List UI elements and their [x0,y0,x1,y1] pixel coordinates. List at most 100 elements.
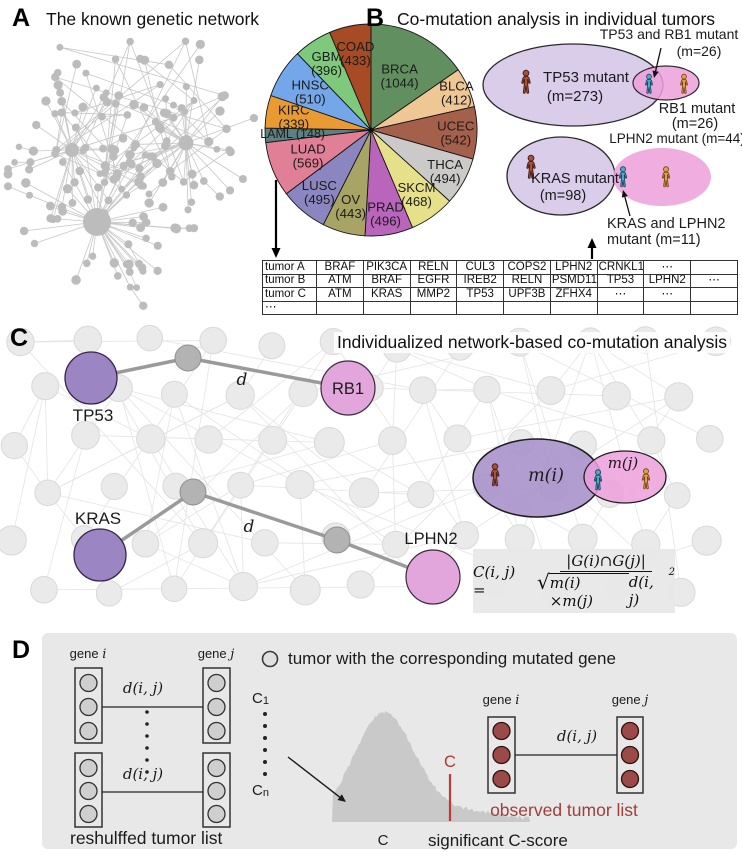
table-cell: tumor C [262,287,317,302]
tumor-circle [207,758,226,778]
person-icon [641,468,651,490]
pie-label-KIRC: KIRC (339) [278,102,310,131]
node-label-tp53: TP53 [72,406,114,425]
pie-label-LUAD: LUAD (569) [290,141,325,170]
table-row: tumor B ATM BRAF EGFR IREB2 RELN PSMD11 TP53 LPH… [262,273,738,289]
table-cell [456,300,505,316]
table-cell [503,300,551,316]
venn-bottom-overlap-label-2: mutant (m=11) [607,232,701,248]
table-cell: ZFHX4 [549,287,598,302]
gene-node-lphn2 [405,549,461,605]
table-row: tumor A BRAF PIK3CA RELN CUL3 COPS2 LPHN2 CRNKL… [262,260,738,275]
tumor-circle [207,804,226,824]
gene-word: gene [69,646,99,661]
tumor-circle [79,697,98,717]
gene-box [202,667,231,744]
pie-label-HNSC: HNSC (510) [292,77,330,106]
table-row: tumor C ATM KRAS MMP2 TP53 UPF3B ZFHX4 ⋯ ⋯ [262,287,738,302]
pie-label-BLCA: BLCA (412) [439,78,474,107]
table-cell [549,300,598,316]
reshuffled-caption: reshulffed tumor list [70,828,223,848]
pie-slice-COAD [329,23,372,131]
tumor-circle [79,673,98,693]
network-hub-node [178,135,194,151]
gene-word: gene [611,692,641,707]
gene-node-rb1 [320,360,376,416]
node-label-rb1: RB1 [331,380,365,398]
gene-i-label-reshuffled: gene i [70,646,107,662]
person-icon [526,154,536,179]
c1-sub: 1 [262,695,269,707]
table-cell: TP53 [456,287,505,302]
network-hub-node [65,143,79,157]
table-cell: CUL3 [456,260,505,275]
venn-top-right-count: (m=26) [671,116,719,132]
sqrt-radical: √ [537,570,550,594]
formula-fraction: |G(i)∩G(j)| √ m(i) ×m(j) d(i, j) 2 [537,552,675,610]
table-cell: ⋯ [690,273,738,289]
table-cell [362,300,411,316]
table-cell: LPHN2 [549,260,598,275]
table-cell: IREB2 [456,273,505,289]
panel-c-letter: C [10,324,29,352]
table-cell: ⋯ [643,260,692,275]
table-cell [409,300,458,316]
legend-tumor-circle [261,650,279,668]
person-icon [490,463,500,487]
person-icon [680,73,688,94]
panel-d-letter: D [12,636,31,664]
pie-label-THCA: THCA (494) [427,157,463,186]
table-cell: ATM [316,273,364,289]
table-cell: ⋯ [643,287,692,302]
tumor-circle [207,697,226,717]
pie-label-OV: OV (443) [335,192,366,221]
gene-node-kras [73,528,127,582]
pie-chart: BRCA (1044) BLCA (412) UCEC (542) THCA (494)SKC… [260,23,597,259]
table-cell [643,300,692,316]
panel-b-letter: B [366,4,385,32]
table-cell: COPS2 [503,260,551,275]
table-cell: PIK3CA [362,260,411,275]
table-cell: RELN [503,273,551,289]
panel-a-letter: A [12,4,31,32]
tumor-circle [79,721,98,741]
gene-j-label-reshuffled: gene j [198,646,235,662]
table-cell: BRAF [316,260,364,275]
table-cell: PSMD11 [549,273,598,289]
table-cell: RELN [409,260,458,275]
venn-lphn2-ellipse [613,148,711,206]
pie-label-GBM: GBM (396) [311,49,342,78]
venn-top-left-label: TP53 mutant [543,69,629,86]
mutated-tumor-circle [492,769,511,789]
table-cell: KRAS [362,287,411,302]
pie-label-SKCM: SKCM (468) [397,180,435,209]
c-axis-label: C [377,832,389,849]
gene-word: gene [197,646,227,661]
formula-numerator: |G(i)∩G(j)| [560,552,652,572]
venn-bottom-overlap-label-1: KRAS and LPHN2 [607,216,726,232]
table-cell [690,300,738,316]
table-cell: ATM [316,287,364,302]
venn-top-overlap-count: (m=26) [676,43,722,59]
table-cell [596,300,645,316]
person-icon [593,469,603,491]
i-var: i [515,693,520,708]
tumor-circle [207,673,226,693]
distance-label-2: d [243,517,255,537]
pie-slice-BRCA [370,23,459,131]
venn-top-right-label: RB1 mutant [658,101,736,117]
tumor-mutation-table: tumor A BRAF PIK3CA RELN CUL3 COPS2 LPHN2 CRNKL… [262,260,738,316]
table-cell: tumor B [262,273,317,289]
table-cell [690,287,738,302]
c-letter: C [252,690,263,707]
venn-top-left-count: (m=273) [546,88,604,105]
gene-box [74,752,103,828]
table-cell [690,260,738,275]
c-threshold-marker-label: C [444,753,456,771]
panel-b-title: Co-mutation analysis in individual tumor… [397,9,716,29]
i-var: i [102,647,107,662]
venn-bottom-right-label: LPHN2 mutant (m=44) [609,131,742,146]
pie-label-UCEC: UCEC (542) [437,118,475,147]
